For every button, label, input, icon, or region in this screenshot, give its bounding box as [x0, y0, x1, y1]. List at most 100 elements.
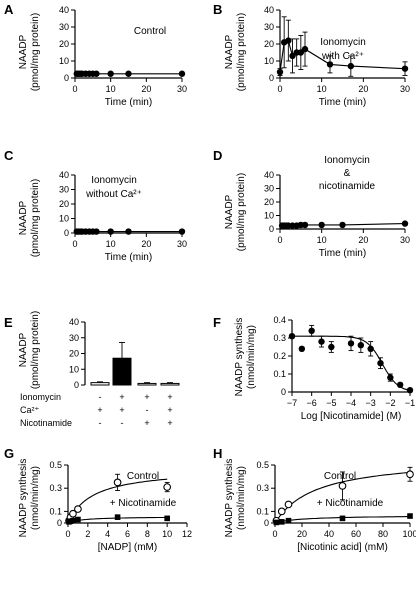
x-tick-label: −3: [366, 398, 376, 408]
x-tick-label: −2: [385, 398, 395, 408]
y-tick-label: 40: [59, 5, 69, 15]
data-point: [406, 387, 414, 394]
data-point: [93, 228, 100, 235]
x-tick-label: −1: [405, 398, 415, 408]
y-tick-label: 30: [59, 22, 69, 32]
data-point: [288, 333, 296, 340]
data-point: [107, 228, 114, 235]
y-tick-label: 0.3: [49, 483, 62, 493]
panel-e: E NAADP (pmol/mg protein) 0 10 20 30 40 Ionomyci…: [4, 311, 180, 428]
y-tick-label: 0: [269, 73, 274, 83]
y-axis-label-line: NAADP: [18, 34, 29, 69]
data-point: [301, 221, 309, 229]
series-label: + Nicotinamide: [110, 498, 177, 509]
y-tick-label: 40: [59, 170, 69, 180]
y-axis-label-line: (pmol/mg protein): [236, 173, 247, 251]
data-point: [387, 374, 394, 381]
condition-sign: -: [99, 418, 102, 428]
panel-label: B: [213, 2, 222, 17]
y-tick-label: 0.1: [256, 506, 269, 516]
y-tick-label: 10: [59, 214, 69, 224]
x-tick-label: 6: [125, 529, 130, 539]
y-tick-label: 0.3: [256, 483, 269, 493]
annotation-text: nicotinamide: [319, 181, 376, 192]
y-tick-label: 0: [64, 73, 69, 83]
x-tick-label: 12: [182, 529, 192, 539]
y-axis-label-line: NAADP: [18, 200, 29, 235]
bar: [112, 357, 132, 386]
panel-label: H: [213, 446, 222, 461]
data-point: [318, 221, 325, 229]
y-tick-label: 40: [69, 317, 79, 327]
x-tick-label: 60: [351, 529, 361, 539]
y-axis-label-line: (pmol/mg protein): [30, 13, 41, 91]
data-point: [114, 514, 121, 520]
x-tick-label: 20: [141, 239, 151, 249]
x-tick-label: −5: [326, 398, 336, 408]
data-point: [339, 515, 346, 522]
x-tick-label: 10: [106, 84, 116, 94]
data-point: [273, 519, 280, 526]
data-point: [284, 500, 293, 509]
x-tick-label: 8: [145, 529, 150, 539]
x-tick-label: 0: [72, 239, 77, 249]
data-point: [396, 381, 404, 388]
y-tick-label: 20: [264, 197, 274, 207]
x-tick-label: 0: [277, 84, 282, 94]
y-tick-label: 20: [69, 349, 79, 359]
condition-sign: -: [121, 418, 124, 428]
condition-sign: +: [119, 392, 124, 402]
y-tick-label: 20: [264, 39, 274, 49]
y-tick-label: 30: [264, 22, 274, 32]
panel-label: D: [213, 148, 222, 163]
data-point: [285, 37, 292, 44]
series-label: Control: [324, 471, 356, 482]
data-point: [347, 62, 355, 70]
series-label: Control: [127, 471, 159, 482]
y-tick-label: 10: [264, 211, 274, 221]
panel-label: F: [213, 315, 221, 330]
annotation-text: Ionomycin: [91, 175, 137, 186]
y-axis-label: NAADP (pmol/mg protein): [224, 173, 247, 251]
data-point: [93, 70, 100, 77]
y-tick-label: 0.1: [273, 369, 286, 379]
panel-label: C: [4, 148, 14, 163]
x-tick-label: 10: [162, 529, 172, 539]
x-axis-label: Time (min): [319, 97, 366, 108]
y-axis-label-line: NAADP synthesis: [224, 459, 235, 538]
x-tick-label: 0: [277, 235, 282, 245]
x-tick-label: −6: [307, 398, 317, 408]
annotation-text: &: [344, 168, 351, 179]
x-tick-label: 4: [105, 529, 110, 539]
y-axis-label-line: NAADP synthesis: [234, 318, 245, 397]
condition-sign: +: [167, 392, 172, 402]
y-tick-label: 0.2: [273, 351, 286, 361]
series-line: [275, 471, 411, 522]
data-point: [308, 327, 315, 334]
data-point: [178, 70, 186, 77]
x-tick-label: 0: [72, 84, 77, 94]
y-tick-label: 40: [264, 170, 274, 180]
condition-label: Ca²⁺: [20, 405, 40, 415]
annotation-text: with Ca²⁺: [321, 51, 364, 62]
x-tick-label: 40: [324, 529, 334, 539]
x-tick-label: 30: [400, 84, 410, 94]
y-axis-label: NAADP (pmol/mg protein): [18, 13, 41, 91]
data-point: [113, 478, 122, 487]
panel-label: G: [4, 446, 14, 461]
y-axis-label: NAADP synthesis (nmol/min/mg): [18, 459, 41, 538]
condition-sign: +: [97, 405, 102, 415]
data-point: [347, 340, 355, 347]
y-tick-label: 0.3: [273, 333, 286, 343]
data-point: [285, 517, 292, 524]
data-point: [276, 68, 284, 76]
y-axis-label: NAADP (pmol/mg protein): [18, 311, 41, 389]
y-tick-label: 10: [59, 56, 69, 66]
y-tick-label: 10: [264, 56, 274, 66]
x-tick-label: 0: [65, 529, 70, 539]
y-axis-label: NAADP (pmol/mg protein): [18, 179, 41, 257]
y-tick-label: 20: [59, 39, 69, 49]
panel-label: A: [4, 2, 14, 17]
